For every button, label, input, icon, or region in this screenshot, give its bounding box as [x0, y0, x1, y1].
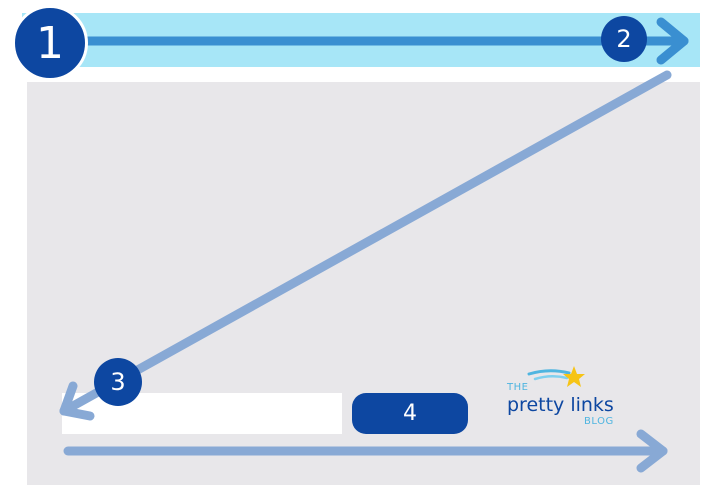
- arrow-step2-to-step3: [59, 70, 672, 421]
- step-4-label: 4: [403, 401, 417, 426]
- step-2-badge: 2: [601, 16, 647, 62]
- arrow-step1-to-step2: [81, 17, 689, 65]
- logo-name-text: pretty links: [507, 394, 614, 416]
- step-4-button[interactable]: 4: [352, 393, 468, 434]
- step-3-label: 3: [110, 368, 126, 396]
- step-3-badge: 3: [94, 358, 142, 406]
- step-1-label: 1: [36, 17, 64, 69]
- logo-blog-text: BLOG: [584, 416, 614, 427]
- shooting-star-icon: [527, 366, 585, 387]
- logo-the-text: THE: [507, 382, 529, 393]
- arrow-bottom-flow: [63, 429, 668, 473]
- step-1-badge: 1: [12, 5, 88, 81]
- pretty-links-logo: THE pretty links BLOG: [505, 364, 620, 428]
- step-2-label: 2: [616, 25, 632, 53]
